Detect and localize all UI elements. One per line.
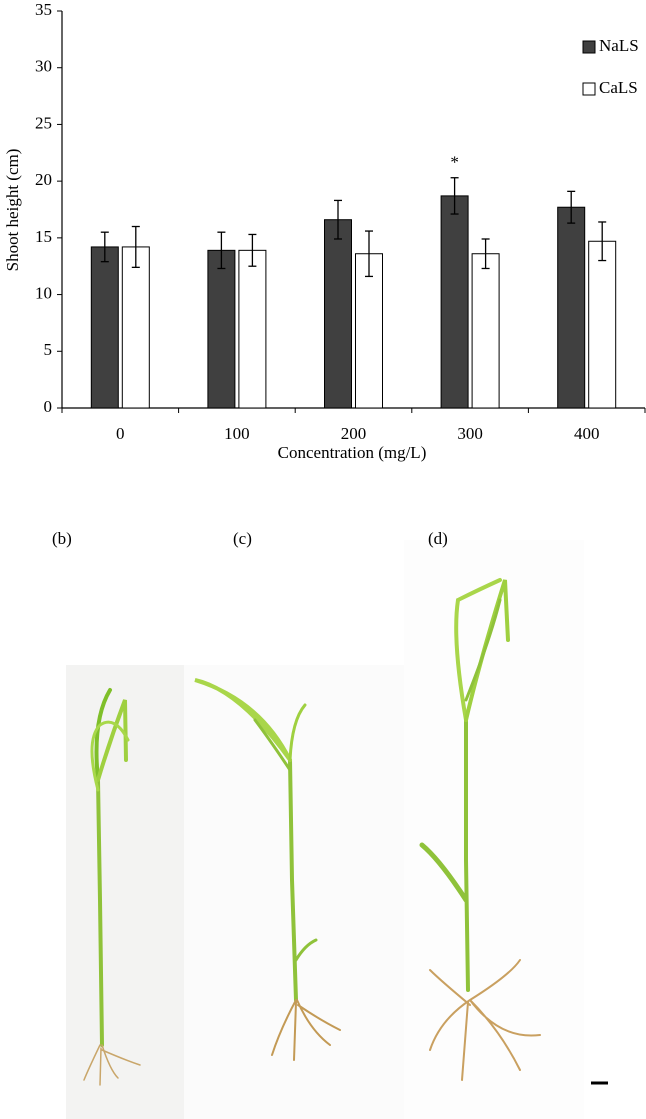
x-axis-title: Concentration (mg/L): [278, 443, 427, 462]
legend-swatch: [582, 40, 596, 54]
bar: [557, 206, 586, 409]
panel-label: (b): [52, 529, 72, 548]
bar: [440, 195, 469, 409]
photo-bg: [404, 540, 584, 1119]
significance-label: *: [450, 153, 459, 172]
bar: [90, 246, 119, 409]
bar: [121, 246, 150, 409]
y-axis-title: Shoot height (cm): [3, 149, 22, 272]
bar: [588, 240, 617, 409]
legend-label: NaLS: [599, 36, 639, 55]
x-tick-label: 400: [574, 424, 600, 443]
panel-label: (c): [233, 529, 252, 548]
bar: [207, 249, 236, 409]
y-tick-label: 35: [35, 0, 52, 19]
y-tick-label: 10: [35, 283, 52, 302]
bar: [471, 253, 500, 409]
y-tick-label: 5: [44, 340, 53, 359]
plant-c: [194, 678, 341, 1061]
x-tick-label: 300: [457, 424, 483, 443]
plant-d: [419, 578, 541, 1081]
bar: [355, 253, 383, 409]
y-tick-label: 30: [35, 57, 52, 76]
y-tick-label: 0: [44, 397, 53, 416]
panel-label: (d): [428, 529, 448, 548]
bar: [324, 219, 352, 409]
plant-b: [83, 688, 141, 1086]
x-tick-label: 0: [116, 424, 125, 443]
y-tick-label: 15: [35, 227, 52, 246]
x-tick-label: 100: [224, 424, 250, 443]
y-tick-label: 20: [35, 170, 52, 189]
x-tick-label: 200: [341, 424, 367, 443]
y-tick-label: 25: [35, 113, 52, 132]
legend-swatch: [582, 82, 596, 96]
legend-label: CaLS: [599, 78, 638, 97]
bar: [238, 249, 267, 409]
